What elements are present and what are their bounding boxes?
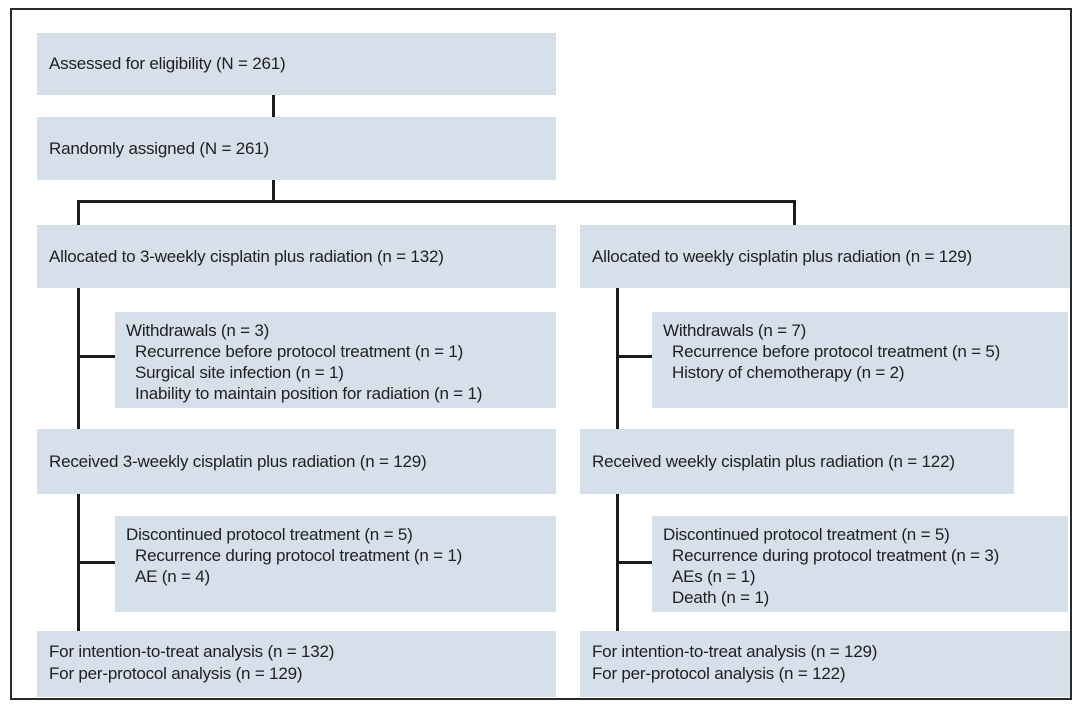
box-randomly-assigned-text: Randomly assigned (N = 261) — [49, 138, 269, 158]
box-withdrawals-3weekly: Withdrawals (n = 3) Recurrence before pr… — [115, 312, 556, 408]
analysis-weekly-itt: For intention-to-treat analysis (n = 129… — [592, 642, 878, 661]
discontinued-weekly-header: Discontinued protocol treatment (n = 5) — [663, 525, 950, 544]
box-received-3weekly: Received 3-weekly cisplatin plus radiati… — [37, 429, 556, 494]
discontinued-weekly-reason: Recurrence during protocol treatment (n … — [672, 546, 1000, 565]
withdrawals-3weekly-header: Withdrawals (n = 3) — [126, 321, 270, 340]
connector-branch-drop-left — [77, 200, 80, 225]
box-allocated-3weekly-text: Allocated to 3-weekly cisplatin plus rad… — [49, 246, 444, 266]
box-discontinued-3weekly: Discontinued protocol treatment (n = 5) … — [115, 516, 556, 612]
box-allocated-weekly: Allocated to weekly cisplatin plus radia… — [580, 225, 1070, 288]
box-allocated-3weekly: Allocated to 3-weekly cisplatin plus rad… — [37, 225, 556, 288]
connector-tick-discontinued-right — [616, 561, 652, 564]
box-analysis-3weekly: For intention-to-treat analysis (n = 132… — [37, 631, 556, 697]
box-received-weekly-text: Received weekly cisplatin plus radiation… — [592, 451, 955, 471]
withdrawals-weekly-reason: Recurrence before protocol treatment (n … — [672, 342, 1001, 361]
analysis-weekly-pp: For per-protocol analysis (n = 122) — [592, 664, 846, 683]
connector-randomized-to-branch — [272, 180, 275, 203]
connector-tick-discontinued-left — [77, 561, 115, 564]
analysis-3weekly-itt: For intention-to-treat analysis (n = 132… — [49, 642, 335, 661]
discontinued-weekly-reason: AEs (n = 1) — [672, 567, 756, 586]
connector-assessed-to-randomized — [272, 95, 275, 117]
connector-branch-drop-right — [793, 200, 796, 225]
box-assessed-eligibility: Assessed for eligibility (N = 261) — [37, 33, 556, 95]
discontinued-3weekly-reason: Recurrence during protocol treatment (n … — [135, 546, 463, 565]
discontinued-3weekly-reason: AE (n = 4) — [135, 567, 211, 586]
box-analysis-weekly: For intention-to-treat analysis (n = 129… — [580, 631, 1070, 697]
connector-tick-withdrawals-right — [616, 355, 652, 358]
discontinued-3weekly-header: Discontinued protocol treatment (n = 5) — [126, 525, 413, 544]
withdrawals-weekly-reason: History of chemotherapy (n = 2) — [672, 363, 905, 382]
box-received-3weekly-text: Received 3-weekly cisplatin plus radiati… — [49, 451, 427, 471]
withdrawals-weekly-header: Withdrawals (n = 7) — [663, 321, 807, 340]
box-allocated-weekly-text: Allocated to weekly cisplatin plus radia… — [592, 246, 972, 266]
figure-frame: Assessed for eligibility (N = 261) Rando… — [10, 8, 1072, 700]
box-received-weekly: Received weekly cisplatin plus radiation… — [580, 429, 1014, 494]
box-withdrawals-weekly: Withdrawals (n = 7) Recurrence before pr… — [652, 312, 1068, 408]
connector-branch-horizontal — [77, 200, 796, 203]
connector-right-spine-upper — [616, 288, 619, 429]
withdrawals-3weekly-reason: Recurrence before protocol treatment (n … — [135, 342, 464, 361]
connector-left-spine-upper — [77, 288, 80, 429]
withdrawals-3weekly-reason: Surgical site infection (n = 1) — [135, 363, 344, 382]
withdrawals-3weekly-reason: Inability to maintain position for radia… — [135, 384, 483, 403]
box-discontinued-weekly: Discontinued protocol treatment (n = 5) … — [652, 516, 1068, 612]
box-randomly-assigned: Randomly assigned (N = 261) — [37, 117, 556, 180]
connector-tick-withdrawals-left — [77, 355, 115, 358]
discontinued-weekly-reason: Death (n = 1) — [672, 588, 770, 607]
box-assessed-eligibility-text: Assessed for eligibility (N = 261) — [49, 54, 286, 73]
analysis-3weekly-pp: For per-protocol analysis (n = 129) — [49, 664, 303, 683]
